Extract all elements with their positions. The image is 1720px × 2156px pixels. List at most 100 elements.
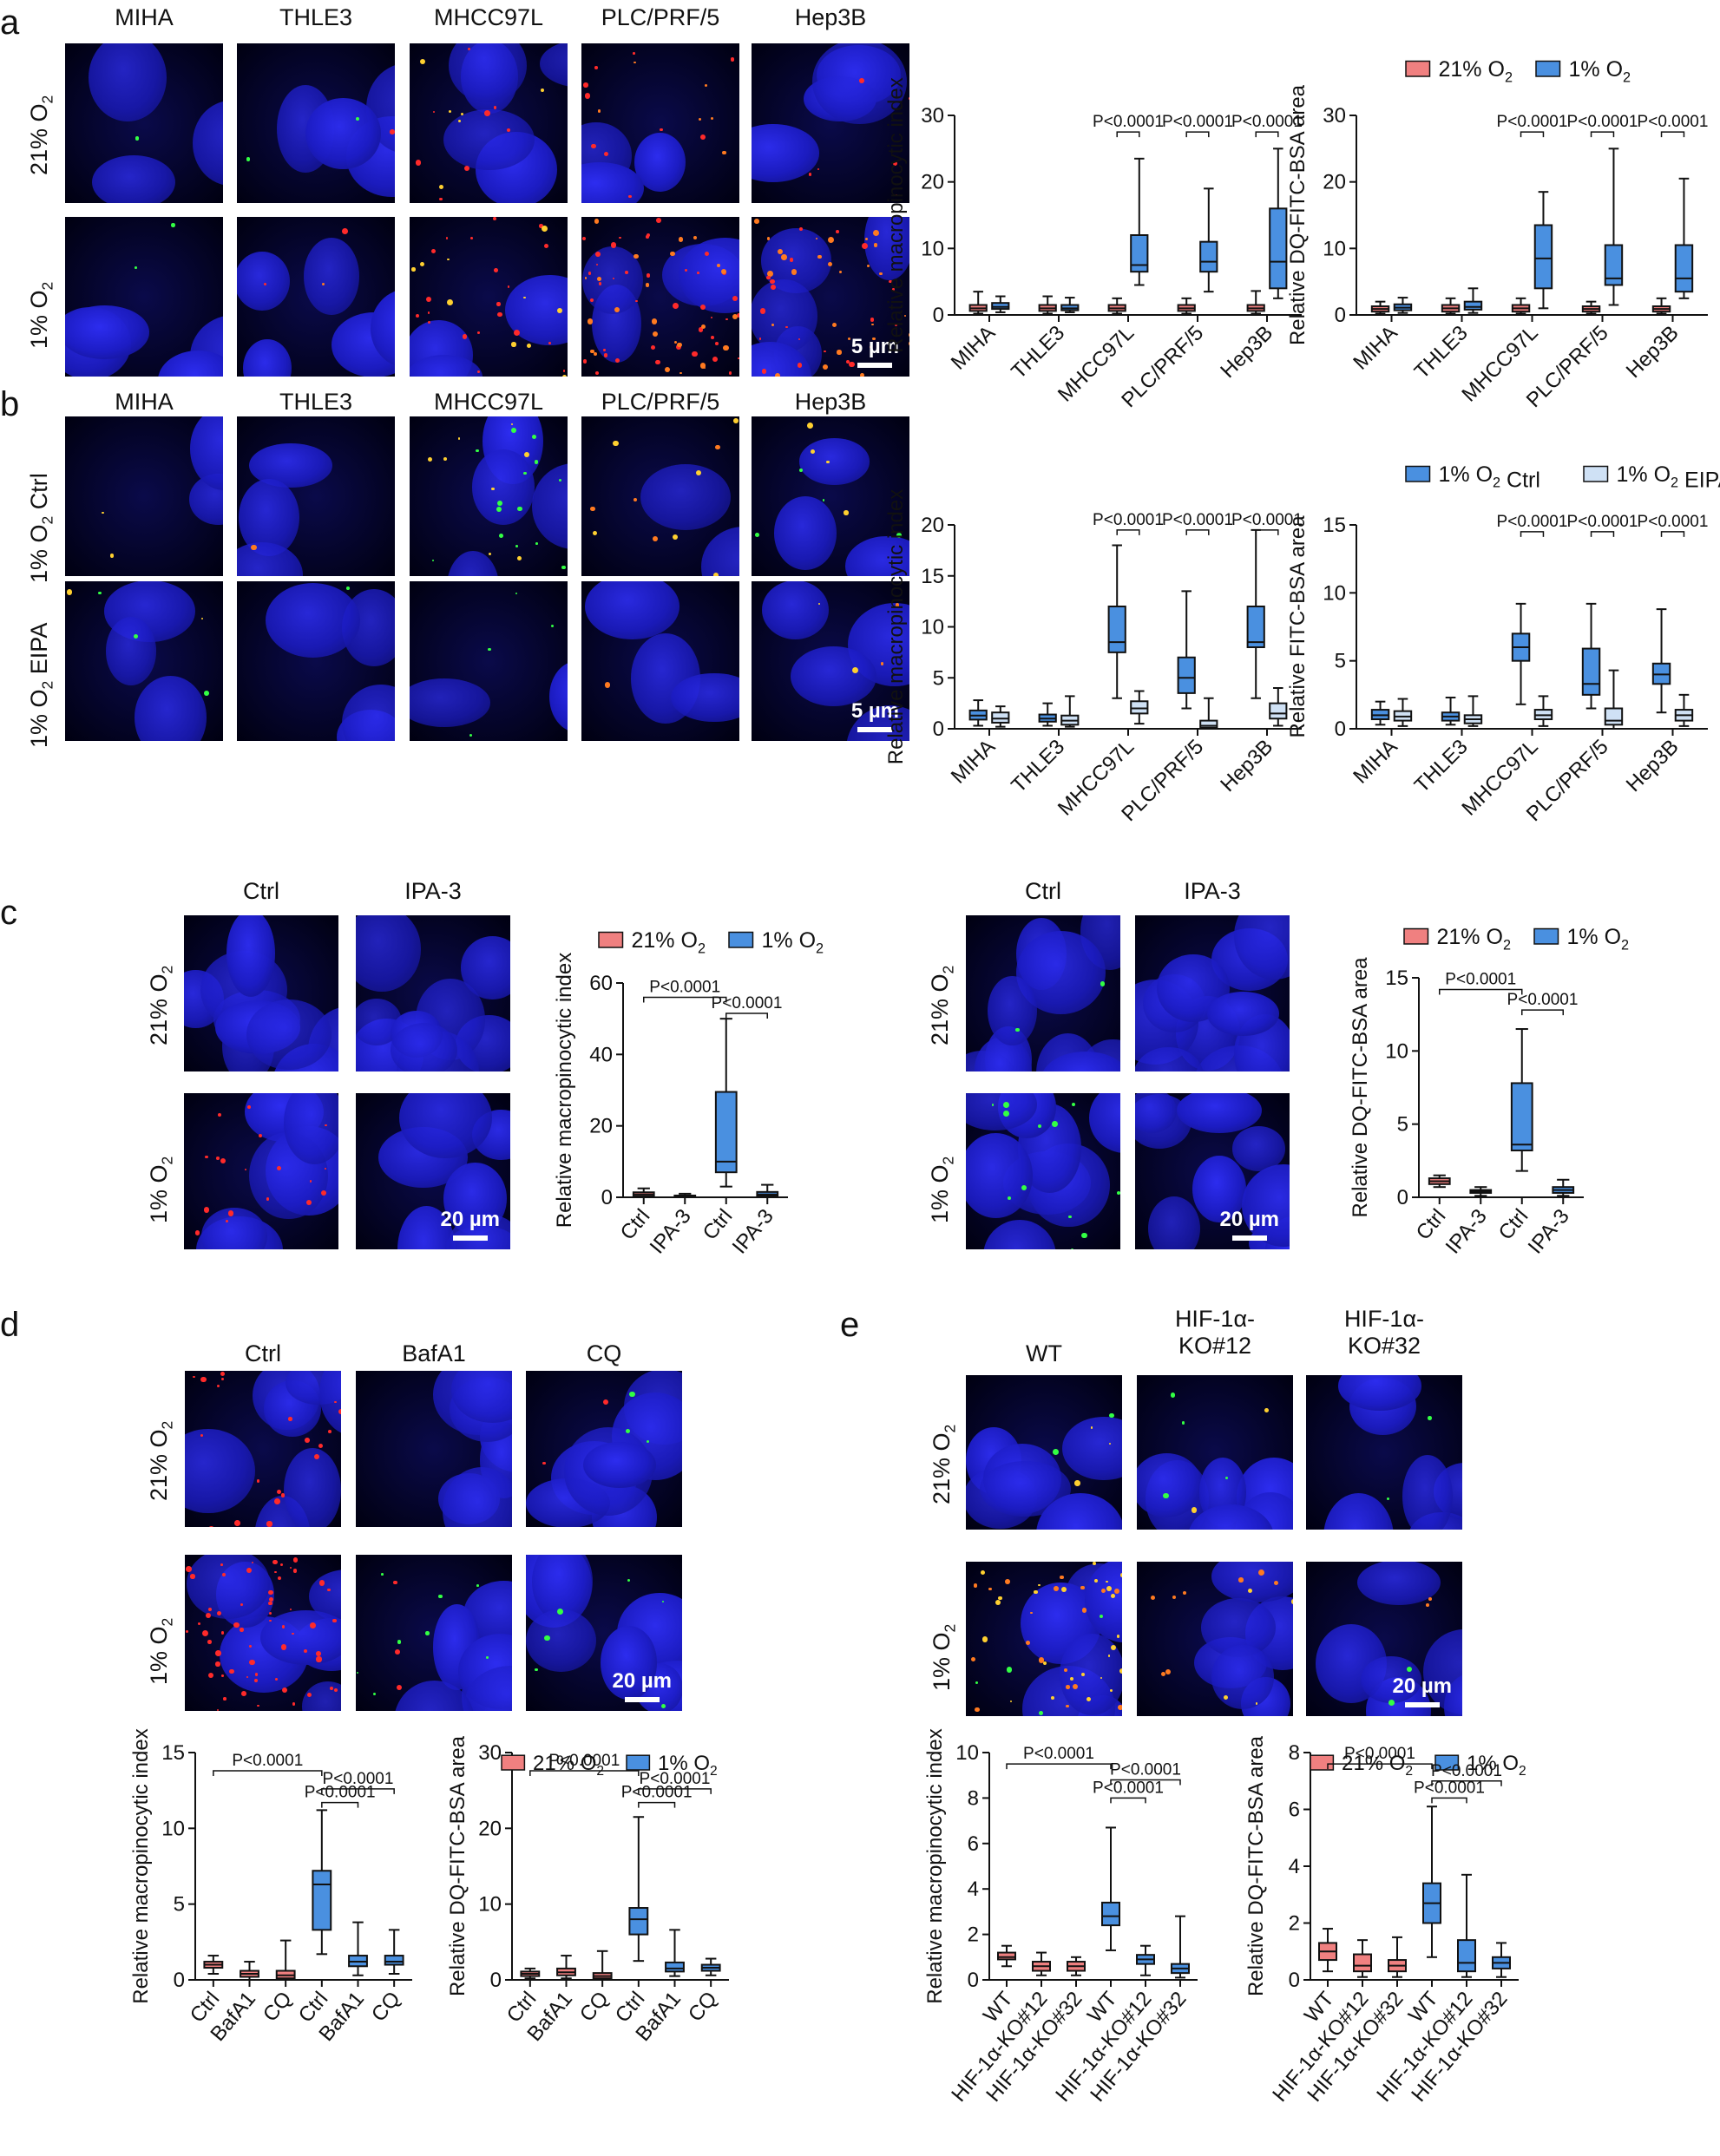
- vesicle-dot: [973, 1583, 978, 1589]
- vesicle-dot: [205, 1613, 211, 1619]
- significance-bracket: [1520, 131, 1545, 138]
- vesicle-dot: [252, 1561, 254, 1564]
- legend-swatch: [1405, 465, 1431, 482]
- chart-a-right: 0 10 20 30 Relative DQ-FITC-BSA area MIHA THLE…: [1286, 57, 1708, 412]
- vesicle-dot: [259, 1133, 263, 1137]
- significance-bracket: [1185, 529, 1210, 535]
- vesicle-dot: [589, 298, 594, 302]
- vesicle-dot: [494, 267, 498, 272]
- vesicle-dot: [516, 556, 522, 560]
- vesicle-dot: [596, 277, 601, 282]
- y-tick-label: 0: [601, 1186, 613, 1209]
- vesicle-dot: [1118, 1704, 1122, 1710]
- vesicle-dot: [327, 1429, 332, 1433]
- scale-bar: 20 µm: [1219, 1208, 1279, 1241]
- column-label: Hep3B: [794, 4, 867, 30]
- box: [1674, 244, 1694, 293]
- vesicle-dot: [1093, 1578, 1099, 1583]
- box: [991, 711, 1010, 724]
- vesicle-dot: [393, 1580, 397, 1585]
- y-tick-label: 8: [1289, 1741, 1300, 1765]
- micrograph-e: 20 µm: [1306, 1562, 1462, 1716]
- column-label: THLE3: [279, 4, 353, 30]
- vesicle-dot: [598, 282, 602, 286]
- vesicle-dot: [443, 456, 448, 461]
- vesicle-dot: [251, 544, 257, 550]
- vesicle-dot: [197, 1622, 200, 1626]
- vesicle-dot: [1151, 1595, 1156, 1600]
- significance-bracket: [1110, 1797, 1146, 1804]
- vesicle-dot: [629, 1391, 635, 1397]
- vesicle-dot: [469, 733, 472, 737]
- significance-bracket: [1255, 131, 1279, 138]
- significance-bracket: [1006, 1763, 1112, 1770]
- vesicle-dot: [781, 254, 787, 260]
- x-tick-label: IPA-3: [1441, 1205, 1492, 1259]
- vesicle-dot: [1060, 1586, 1067, 1593]
- nucleus: [246, 999, 332, 1070]
- vesicle-dot: [541, 88, 545, 92]
- vesicle-dot: [432, 110, 436, 114]
- vesicle-dot: [699, 304, 706, 311]
- vesicle-dot: [592, 531, 597, 536]
- vesicle-dot: [700, 363, 706, 369]
- vesicle-dot: [1109, 1688, 1113, 1693]
- y-tick-label: 20: [478, 1817, 502, 1840]
- vesicle-dot: [1070, 1248, 1074, 1249]
- vesicle-dot: [256, 1479, 260, 1483]
- vesicle-dot: [497, 311, 502, 318]
- vesicle-dot: [511, 342, 516, 347]
- vesicle-dot: [646, 233, 651, 238]
- vesicle-dot: [712, 572, 719, 576]
- vesicle-dot: [1038, 1656, 1045, 1663]
- vesicle-dot: [510, 423, 514, 426]
- vesicle-dot: [254, 1673, 259, 1676]
- p-value-label: P<0.0001: [1110, 1760, 1181, 1779]
- legend-swatch: [1405, 60, 1431, 77]
- scale-bar: 20 µm: [440, 1208, 500, 1241]
- legend-label: 1% O2: [762, 928, 824, 956]
- vesicle-dot: [397, 1640, 402, 1644]
- vesicle-dot: [277, 1576, 282, 1581]
- vesicle-dot: [220, 1563, 224, 1567]
- vesicle-dot: [557, 308, 563, 314]
- vesicle-dot: [583, 82, 588, 88]
- vesicle-dot: [590, 349, 594, 354]
- vesicle-dot: [633, 61, 636, 64]
- box: [1581, 647, 1601, 696]
- vesicle-dot: [872, 229, 879, 236]
- vesicle-dot: [879, 272, 883, 276]
- vesicle-dot: [318, 1443, 323, 1448]
- column-label: THLE3: [279, 389, 353, 415]
- vesicle-dot: [338, 1408, 341, 1415]
- micrograph-b: [237, 581, 395, 741]
- vesicle-dot: [507, 285, 510, 289]
- vesicle-dot: [200, 1433, 204, 1437]
- p-value-label: P<0.0001: [1231, 113, 1303, 131]
- y-axis-label: Relative macropinocytic index: [923, 1728, 947, 2003]
- vesicle-dot: [705, 251, 710, 256]
- vesicle-dot: [292, 1633, 294, 1635]
- vesicle-dot: [415, 160, 422, 166]
- column-label: MIHA: [115, 4, 174, 30]
- vesicle-dot: [220, 1631, 225, 1635]
- vesicle-dot: [542, 225, 548, 232]
- vesicle-dot: [710, 116, 714, 121]
- y-tick-label: 20: [1323, 171, 1346, 194]
- legend-label: 1% O2: [1567, 925, 1630, 953]
- vesicle-dot: [411, 267, 416, 272]
- vesicle-dot: [595, 251, 601, 257]
- y-axis-label: Relative FITC-BSA area: [1286, 515, 1310, 738]
- x-tick-label: CQ: [259, 1988, 297, 2027]
- box: [1353, 1953, 1372, 1973]
- micrograph-d: [526, 1371, 682, 1527]
- y-tick-label: 20: [921, 171, 944, 194]
- vesicle-dot: [222, 1697, 226, 1701]
- x-tick-label: CQ: [367, 1988, 405, 2027]
- vesicle-dot: [562, 370, 565, 372]
- significance-bracket: [1590, 131, 1615, 138]
- p-value-label: P<0.0001: [1162, 511, 1233, 529]
- vesicle-dot: [871, 323, 875, 326]
- vesicle-dot: [715, 445, 720, 450]
- vesicle-dot: [717, 264, 721, 268]
